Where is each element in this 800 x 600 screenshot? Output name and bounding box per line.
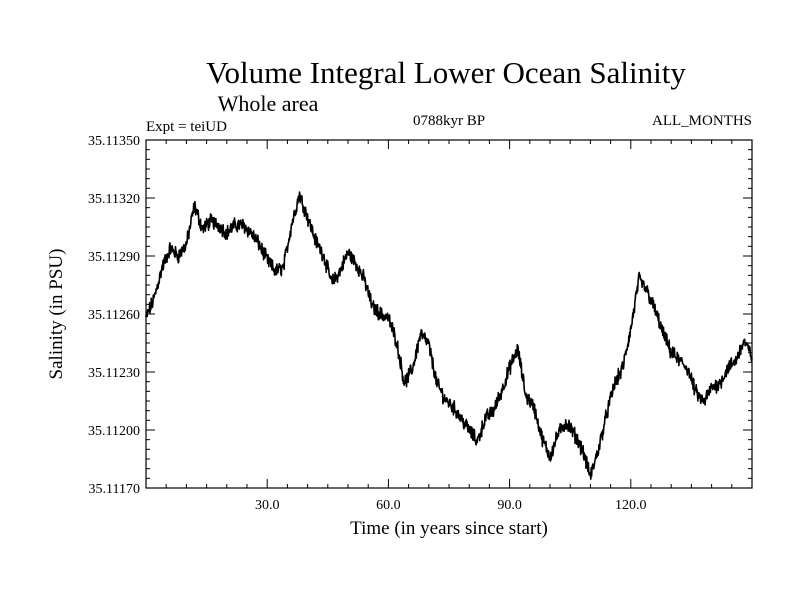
y-axis-label: Salinity (in PSU) — [46, 249, 67, 380]
experiment-label: Expt = teiUD — [146, 119, 227, 135]
y-tick-label: 35.11260 — [88, 308, 140, 323]
y-tick-label: 35.11230 — [88, 366, 140, 381]
x-tick-label: 60.0 — [376, 498, 401, 513]
plot-frame — [145, 139, 753, 489]
chart-title: Volume Integral Lower Ocean Salinity — [206, 55, 686, 90]
plot-area: 30.0 60.0 90.0 120.0 35.11170 35.11200 35.1123… — [88, 134, 753, 513]
x-tick-label: 90.0 — [497, 498, 522, 513]
y-tick-label: 35.11350 — [88, 134, 140, 149]
y-tick-label: 35.11290 — [88, 250, 140, 265]
chart-subtitle: Whole area — [218, 91, 319, 116]
x-tick-label: 120.0 — [615, 498, 647, 513]
x-tick-label: 30.0 — [255, 498, 280, 513]
period-label: 0788kyr BP — [413, 113, 485, 129]
salinity-series-line — [145, 191, 753, 480]
y-tick-label: 35.11170 — [89, 482, 140, 497]
x-axis-label: Time (in years since start) — [350, 518, 548, 539]
months-label: ALL_MONTHS — [652, 113, 752, 129]
y-tick-label: 35.11320 — [88, 192, 140, 207]
y-tick-label: 35.11200 — [88, 424, 140, 439]
